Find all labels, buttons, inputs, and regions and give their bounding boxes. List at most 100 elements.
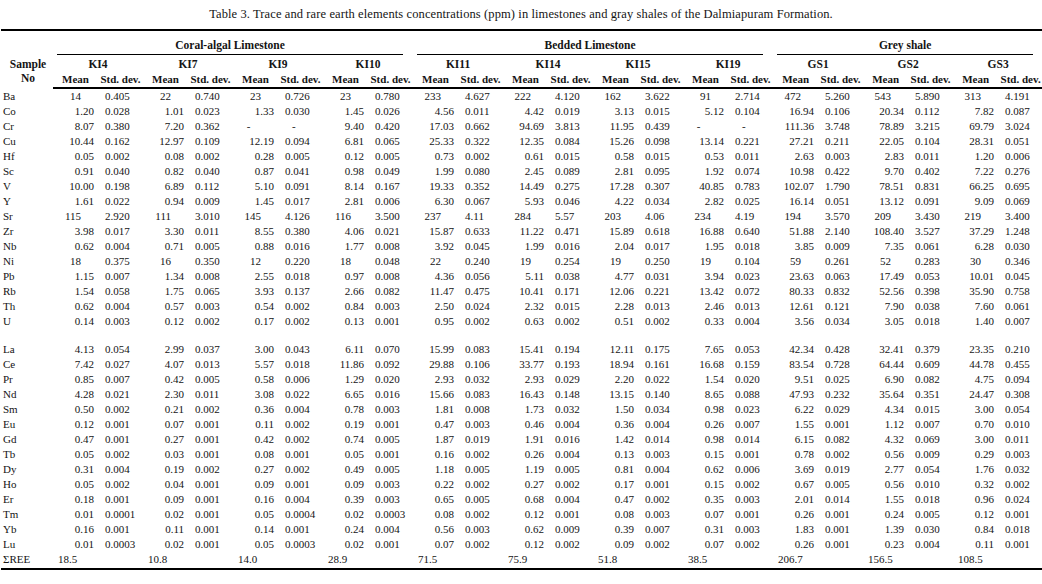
cell-mean: 1.33 bbox=[233, 104, 278, 119]
cell-mean: 2.01 bbox=[773, 492, 818, 507]
cell-mean: - bbox=[233, 119, 278, 134]
cell-mean: 12.97 bbox=[143, 134, 188, 149]
table-row: Pr0.850.0070.420.0050.580.0061.290.0202.… bbox=[1, 372, 1042, 387]
cell-mean: 27.21 bbox=[773, 134, 818, 149]
cell-std: 0.362 bbox=[188, 119, 233, 134]
cell-std: 0.021 bbox=[98, 387, 143, 402]
cell-std: 0.029 bbox=[818, 402, 863, 417]
cell-std: 0.058 bbox=[98, 284, 143, 299]
cell-mean: 12.61 bbox=[773, 299, 818, 314]
cell-mean: 4.06 bbox=[323, 224, 368, 239]
cell-mean: 19.33 bbox=[413, 179, 458, 194]
cell-mean: 1.42 bbox=[593, 432, 638, 447]
cell-std: 0.009 bbox=[908, 447, 953, 462]
cell-mean: 3.92 bbox=[413, 239, 458, 254]
cell-mean: 8.55 bbox=[233, 224, 278, 239]
cell-std: 0.351 bbox=[908, 387, 953, 402]
cell-std: 0.001 bbox=[998, 507, 1042, 522]
cell-std: 3.570 bbox=[818, 209, 863, 224]
cell-std: 0.005 bbox=[368, 432, 413, 447]
sample-no-header: Sample No bbox=[1, 55, 53, 88]
cell-std: 0.121 bbox=[818, 299, 863, 314]
group-header-row: Coral-algal LimestoneBedded LimestoneGre… bbox=[1, 30, 1042, 55]
cell-std: 0.002 bbox=[818, 447, 863, 462]
table-row: Th0.620.0040.570.0030.540.0020.840.0032.… bbox=[1, 299, 1042, 314]
cell-std: 0.003 bbox=[98, 314, 143, 329]
cell-mean: 3.98 bbox=[53, 224, 98, 239]
cell-std: 0.002 bbox=[458, 149, 503, 164]
cell-std: 0.001 bbox=[818, 522, 863, 537]
cell-mean: 0.24 bbox=[863, 507, 908, 522]
cell-std: 0.398 bbox=[908, 284, 953, 299]
cell-mean: 22 bbox=[143, 88, 188, 104]
cell-std: 0.020 bbox=[728, 372, 773, 387]
cell-std bbox=[818, 552, 863, 569]
cell-mean: 0.62 bbox=[683, 462, 728, 477]
cell-std: 0.0003 bbox=[278, 537, 323, 552]
element-label: Lu bbox=[1, 537, 53, 552]
cell-mean: 0.12 bbox=[323, 149, 368, 164]
cell-mean: 6.90 bbox=[863, 372, 908, 387]
cell-std: 0.034 bbox=[638, 194, 683, 209]
cell-std: 0.056 bbox=[458, 269, 503, 284]
cell-std: 0.001 bbox=[368, 314, 413, 329]
cell-mean: 0.15 bbox=[683, 477, 728, 492]
cell-std: 0.029 bbox=[548, 372, 593, 387]
cell-mean: 0.82 bbox=[143, 164, 188, 179]
cell-std: 0.002 bbox=[458, 477, 503, 492]
cell-mean: 4.36 bbox=[413, 269, 458, 284]
table-row: Ce7.420.0274.070.0135.570.01811.860.0922… bbox=[1, 357, 1042, 372]
cell-std: 0.011 bbox=[998, 432, 1042, 447]
table-row: La4.130.0542.990.0373.000.0436.110.07015… bbox=[1, 342, 1042, 357]
cell-mean: 4.42 bbox=[503, 104, 548, 119]
cell-std: 0.001 bbox=[368, 417, 413, 432]
cell-std: 0.054 bbox=[908, 462, 953, 477]
cell-mean: 20.34 bbox=[863, 104, 908, 119]
cell-std: 0.018 bbox=[278, 357, 323, 372]
cell-std: 5.890 bbox=[908, 88, 953, 104]
element-label: Zr bbox=[1, 224, 53, 239]
cell-mean: 0.74 bbox=[323, 432, 368, 447]
cell-std: 0.011 bbox=[458, 104, 503, 119]
cell-mean: 0.12 bbox=[953, 507, 998, 522]
cell-mean: 4.22 bbox=[593, 194, 638, 209]
element-label: Cu bbox=[1, 134, 53, 149]
cell-std: 0.002 bbox=[188, 462, 233, 477]
group-label: Bedded Limestone bbox=[417, 38, 763, 55]
cell-std: 0.003 bbox=[458, 417, 503, 432]
cell-mean: 0.87 bbox=[233, 164, 278, 179]
cell-mean: 0.47 bbox=[413, 417, 458, 432]
cell-std: 0.013 bbox=[638, 299, 683, 314]
cell-std: 0.022 bbox=[98, 194, 143, 209]
cell-std: 3.215 bbox=[908, 119, 953, 134]
cell-std: 0.045 bbox=[458, 239, 503, 254]
cell-mean: 1.50 bbox=[593, 402, 638, 417]
cell-std: 3.024 bbox=[998, 119, 1042, 134]
cell-mean: 0.09 bbox=[593, 537, 638, 552]
cell-mean: 0.56 bbox=[863, 477, 908, 492]
stddev-header: Std. dev. bbox=[818, 72, 863, 88]
cell-std: 0.001 bbox=[818, 537, 863, 552]
cell-std: 0.006 bbox=[278, 372, 323, 387]
cell-std: 0.283 bbox=[908, 254, 953, 269]
cell-std: 0.004 bbox=[728, 314, 773, 329]
cell-mean: 206.7 bbox=[773, 552, 818, 569]
cell-mean: 3.56 bbox=[773, 314, 818, 329]
cell-mean: 209 bbox=[863, 209, 908, 224]
cell-mean: 9.51 bbox=[773, 372, 818, 387]
cell-std: 0.091 bbox=[908, 194, 953, 209]
cell-std: 0.004 bbox=[278, 492, 323, 507]
cell-std: 0.004 bbox=[98, 462, 143, 477]
cell-mean: 4.34 bbox=[863, 402, 908, 417]
cell-mean: 0.39 bbox=[323, 492, 368, 507]
cell-std: 0.030 bbox=[908, 522, 953, 537]
group-header-1: Coral-algal Limestone bbox=[53, 30, 413, 55]
cell-mean: 0.17 bbox=[593, 477, 638, 492]
cell-mean: 13.12 bbox=[863, 194, 908, 209]
cell-std: 0.014 bbox=[638, 432, 683, 447]
cell-std: 0.002 bbox=[278, 299, 323, 314]
cell-std: 0.004 bbox=[638, 462, 683, 477]
cell-std: 0.018 bbox=[278, 269, 323, 284]
cell-mean: 111.36 bbox=[773, 119, 818, 134]
table-row: Cu10.440.16212.970.10912.190.0946.810.06… bbox=[1, 134, 1042, 149]
